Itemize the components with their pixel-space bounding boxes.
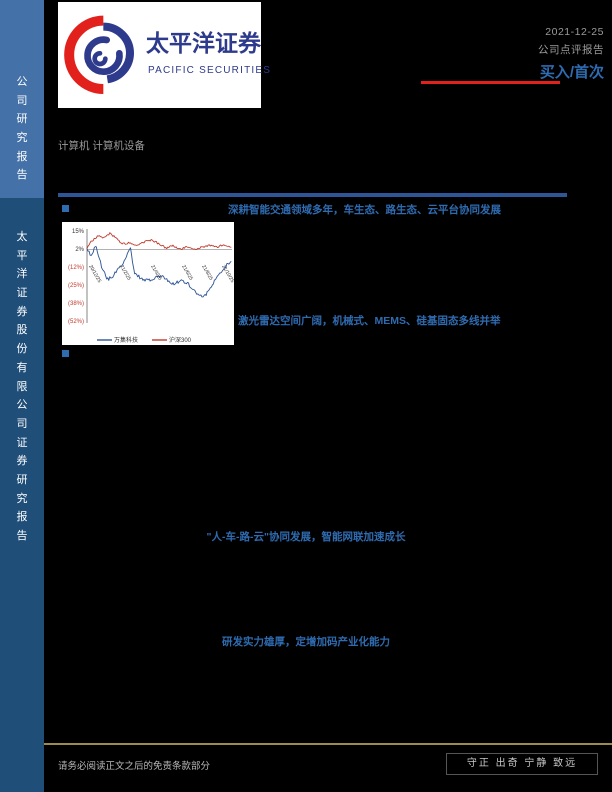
- svg-text:21/2/25: 21/2/25: [118, 264, 132, 282]
- svg-text:21/8/25: 21/8/25: [200, 264, 214, 282]
- svg-text:15%: 15%: [72, 229, 85, 235]
- svg-text:2%: 2%: [75, 247, 84, 253]
- svg-text:(12%): (12%): [68, 265, 84, 271]
- svg-text:21/4/25: 21/4/25: [149, 264, 163, 282]
- svg-text:沪深300: 沪深300: [169, 336, 192, 344]
- svg-text:万集科技: 万集科技: [114, 336, 138, 344]
- svg-text:(38%): (38%): [68, 301, 84, 307]
- svg-text:(52%): (52%): [68, 319, 84, 325]
- svg-text:20/12/25: 20/12/25: [87, 264, 102, 284]
- svg-text:21/6/25: 21/6/25: [180, 264, 194, 282]
- svg-text:(25%): (25%): [68, 283, 84, 289]
- svg-text:21/10/25: 21/10/25: [220, 264, 234, 284]
